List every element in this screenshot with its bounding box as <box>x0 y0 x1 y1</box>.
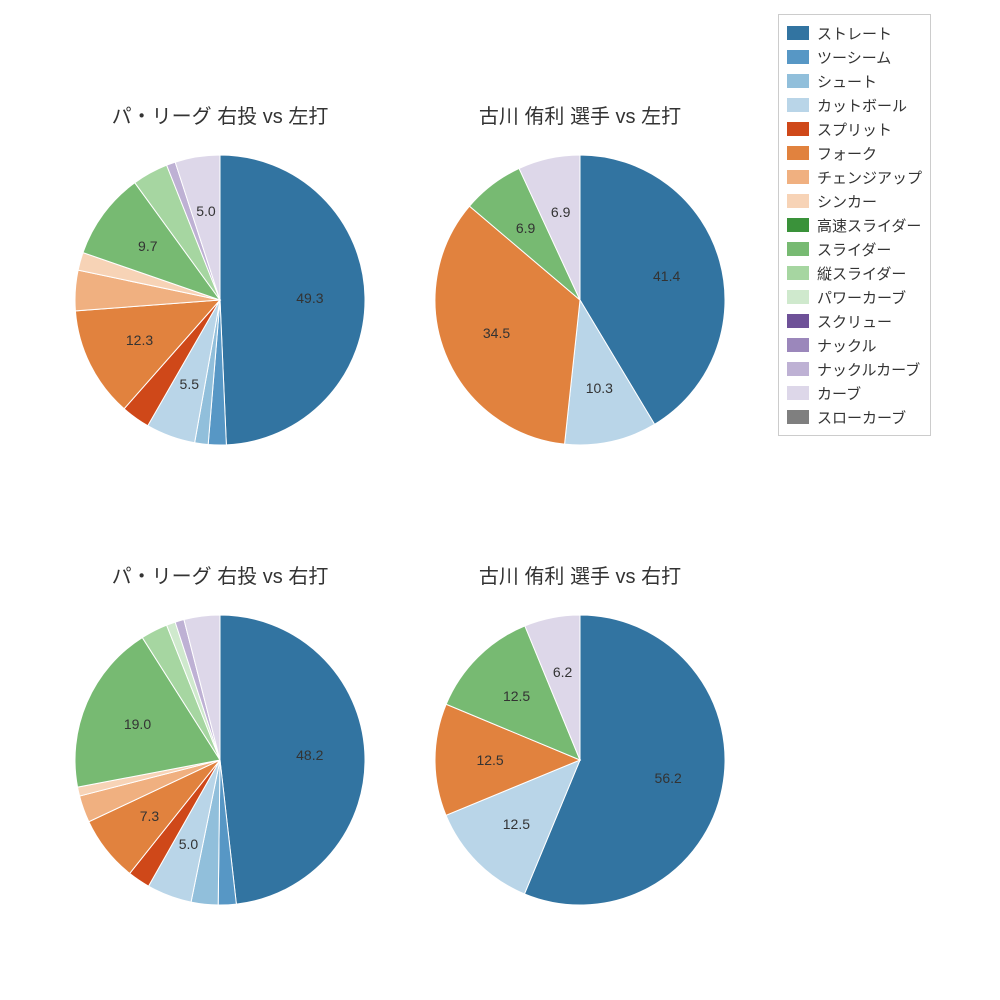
slice-label: 5.5 <box>180 376 199 392</box>
legend-label: ツーシーム <box>817 47 891 68</box>
legend-swatch <box>787 146 809 160</box>
legend-label: スクリュー <box>817 311 892 332</box>
legend-item: スローカーブ <box>787 405 922 429</box>
slice-label: 5.0 <box>179 836 198 852</box>
pie-bl: 48.2 5.0 7.3 19.0 <box>73 613 367 907</box>
legend-item: スライダー <box>787 237 922 261</box>
slice-label: 12.5 <box>503 688 530 704</box>
legend-item: カットボール <box>787 93 922 117</box>
legend-label: ナックル <box>817 335 877 356</box>
legend-label: スプリット <box>817 119 892 140</box>
slice-label: 12.5 <box>503 816 530 832</box>
legend-label: スローカーブ <box>817 407 906 428</box>
legend-swatch <box>787 122 809 136</box>
legend-item: カーブ <box>787 381 922 405</box>
legend-swatch <box>787 98 809 112</box>
pie-tr: 41.4 10.3 34.5 6.9 6.9 <box>433 153 727 447</box>
slice-label: 9.7 <box>138 238 157 254</box>
legend-item: シンカー <box>787 189 922 213</box>
chart-title-br: 古川 侑利 選手 vs 右打 <box>420 560 740 589</box>
legend-item: シュート <box>787 69 922 93</box>
legend-label: カーブ <box>817 383 861 404</box>
legend-label: ストレート <box>817 23 892 44</box>
pie-br: 56.2 12.5 12.5 12.5 6.2 <box>433 613 727 907</box>
chart-title-bl: パ・リーグ 右投 vs 右打 <box>60 560 380 589</box>
legend-swatch <box>787 362 809 376</box>
slice-label: 19.0 <box>124 716 151 732</box>
legend-swatch <box>787 170 809 184</box>
slice-label: 10.3 <box>586 380 613 396</box>
legend-label: 縦スライダー <box>817 263 906 284</box>
slice-label: 5.0 <box>196 203 215 219</box>
legend-item: 高速スライダー <box>787 213 922 237</box>
legend-label: パワーカーブ <box>817 287 906 308</box>
legend-label: チェンジアップ <box>817 167 922 188</box>
legend-label: フォーク <box>817 143 877 164</box>
pie-slice <box>220 155 365 445</box>
chart-title-tr: 古川 侑利 選手 vs 左打 <box>420 100 740 129</box>
legend-swatch <box>787 74 809 88</box>
pie-tl: 49.3 5.5 12.3 9.7 5.0 <box>73 153 367 447</box>
legend-swatch <box>787 410 809 424</box>
legend-item: パワーカーブ <box>787 285 922 309</box>
legend-swatch <box>787 194 809 208</box>
legend-item: 縦スライダー <box>787 261 922 285</box>
pie-slice <box>220 615 365 904</box>
legend-item: スプリット <box>787 117 922 141</box>
legend-label: スライダー <box>817 239 891 260</box>
legend-label: シュート <box>817 71 877 92</box>
legend-label: カットボール <box>817 95 907 116</box>
legend-swatch <box>787 50 809 64</box>
legend-swatch <box>787 386 809 400</box>
chart-grid: パ・リーグ 右投 vs 左打 古川 侑利 選手 vs 左打 パ・リーグ 右投 v… <box>0 0 1000 1000</box>
slice-label: 7.3 <box>140 808 159 824</box>
legend-item: スクリュー <box>787 309 922 333</box>
slice-label: 49.3 <box>296 290 323 306</box>
legend: ストレートツーシームシュートカットボールスプリットフォークチェンジアップシンカー… <box>778 14 931 436</box>
slice-label: 12.5 <box>476 752 503 768</box>
legend-swatch <box>787 290 809 304</box>
slice-label: 41.4 <box>653 268 680 284</box>
legend-swatch <box>787 314 809 328</box>
legend-swatch <box>787 26 809 40</box>
slice-label: 48.2 <box>296 747 323 763</box>
legend-swatch <box>787 242 809 256</box>
legend-label: シンカー <box>817 191 877 212</box>
slice-label: 56.2 <box>655 770 682 786</box>
legend-swatch <box>787 218 809 232</box>
legend-label: ナックルカーブ <box>817 359 920 380</box>
legend-item: フォーク <box>787 141 922 165</box>
legend-swatch <box>787 266 809 280</box>
legend-item: ツーシーム <box>787 45 922 69</box>
slice-label: 34.5 <box>483 325 510 341</box>
slice-label: 6.2 <box>553 664 572 680</box>
legend-label: 高速スライダー <box>817 215 921 236</box>
legend-swatch <box>787 338 809 352</box>
legend-item: ナックルカーブ <box>787 357 922 381</box>
pie-svg <box>433 153 727 447</box>
legend-item: ナックル <box>787 333 922 357</box>
legend-item: チェンジアップ <box>787 165 922 189</box>
legend-item: ストレート <box>787 21 922 45</box>
slice-label: 6.9 <box>516 220 535 236</box>
chart-title-tl: パ・リーグ 右投 vs 左打 <box>60 100 380 129</box>
slice-label: 6.9 <box>551 204 570 220</box>
slice-label: 12.3 <box>126 332 153 348</box>
